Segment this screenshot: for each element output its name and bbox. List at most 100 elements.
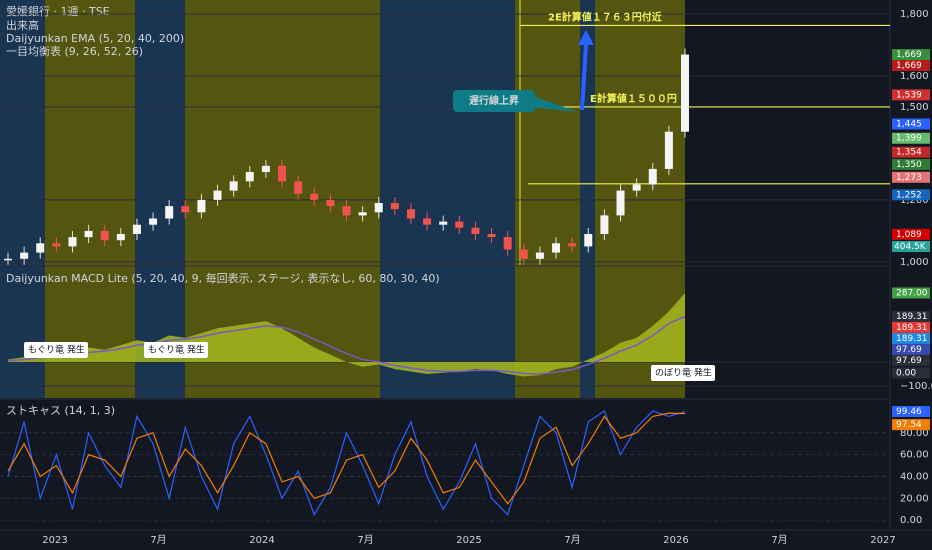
y-tick-label: 20.00 (900, 493, 929, 504)
y-tick-label: 1,600 (900, 71, 929, 82)
x-tick-label: 2025 (456, 535, 481, 546)
note: もぐり竜 発生 (28, 344, 85, 356)
price-badge-label: 1,354 (896, 148, 922, 158)
price-badge (892, 228, 930, 240)
y-tick-label: −100.00 (900, 381, 932, 392)
x-tick-label: 7月 (357, 534, 373, 546)
candle (616, 190, 625, 216)
y-tick-label: 1,200 (900, 195, 929, 206)
symbol: 愛媛銀行 · 1週 · TSE (6, 4, 110, 18)
candle (52, 243, 61, 247)
candle (584, 234, 593, 247)
note-box (24, 342, 88, 358)
candle (20, 252, 29, 259)
candle (406, 209, 415, 219)
candle (439, 221, 448, 225)
price-badge (892, 132, 930, 144)
y-tick-label: 1,000 (900, 257, 929, 268)
price-badge (892, 287, 930, 299)
price-badge (892, 332, 930, 344)
level-label: 2E計算値１７６３円付近 (548, 10, 662, 23)
candle (100, 230, 109, 241)
x-tick-label: 7月 (564, 534, 580, 546)
price-badge (892, 189, 930, 201)
candle (165, 206, 174, 219)
price-badge (892, 406, 930, 418)
candle (326, 199, 335, 207)
price-badge-label: 99.46 (896, 407, 922, 417)
candle (36, 243, 45, 253)
indicator: 出来高 (6, 18, 39, 32)
y-tick-label: 1,500 (900, 102, 929, 113)
candle (278, 165, 287, 182)
price-badge-label: 1,252 (896, 190, 922, 200)
candle (245, 172, 254, 182)
price-badge (892, 419, 930, 431)
price-badge-label: 1,273 (896, 173, 922, 183)
price-badge (892, 321, 930, 333)
series-line (7, 409, 686, 517)
price-badge-label: 189.31 (896, 323, 928, 333)
note-box (144, 342, 208, 358)
candle (535, 252, 544, 259)
price-badge (892, 343, 930, 355)
callout-tail (530, 95, 578, 112)
note: のぼり竜 発生 (655, 367, 712, 379)
price-badge (892, 146, 930, 158)
price-badge-label: 97.69 (896, 345, 922, 355)
price-badge-label: 189.31 (896, 312, 928, 322)
note-box (651, 365, 715, 381)
candle (132, 224, 141, 235)
candle (84, 230, 93, 238)
candle (552, 243, 561, 253)
candle (342, 206, 351, 216)
series-line (7, 315, 686, 375)
price-badge (892, 367, 930, 379)
price-badge (892, 89, 930, 101)
price-badge (892, 310, 930, 322)
candle (390, 203, 399, 210)
x-tick-label: 7月 (771, 534, 787, 546)
candle (648, 168, 657, 185)
price-badge-label: 0.00 (896, 368, 916, 378)
price-badge (892, 118, 930, 130)
y-tick-label: 60.00 (900, 450, 929, 461)
x-tick-label: 2023 (42, 535, 67, 546)
candle (229, 181, 238, 191)
y-tick-label: 80.00 (900, 428, 929, 439)
price-badge-label: 1,669 (896, 50, 922, 60)
price-badge (892, 49, 930, 61)
note: もぐり竜 発生 (148, 344, 205, 356)
candle (213, 190, 222, 200)
price-badge-label: 189.31 (896, 334, 928, 344)
candle (310, 193, 319, 200)
candle (455, 221, 464, 228)
pane-title: ストキャス (14, 1, 3) (6, 404, 115, 417)
candle (261, 165, 270, 173)
y-tick-label: 40.00 (900, 471, 929, 482)
indicator: Daijyunkan EMA (5, 20, 40, 200) (6, 32, 184, 45)
price-badge-label: 1,445 (896, 119, 922, 129)
price-badge-label: 1,399 (896, 134, 922, 144)
price-badge-label: 287.00 (896, 288, 928, 298)
volume-badge (892, 241, 930, 252)
stage-bands (0, 0, 685, 398)
candle (374, 203, 383, 213)
price-badge (892, 158, 930, 170)
candle (68, 237, 77, 247)
price-badge-label: 97.54 (896, 420, 922, 430)
x-tick-label: 2026 (663, 535, 688, 546)
candle (487, 234, 496, 238)
candle (503, 237, 512, 250)
pane-title: Daijyunkan MACD Lite (5, 20, 40, 9, 毎回表示… (6, 271, 440, 285)
indicator: 一目均衡表 (9, 26, 52, 26) (6, 44, 143, 58)
candle (181, 206, 190, 213)
candle (471, 227, 480, 235)
candle (568, 243, 577, 247)
candle (358, 212, 367, 216)
candle (149, 218, 158, 225)
candle (294, 181, 303, 194)
candle (664, 131, 673, 169)
price-badge-label: 1,089 (896, 230, 922, 240)
